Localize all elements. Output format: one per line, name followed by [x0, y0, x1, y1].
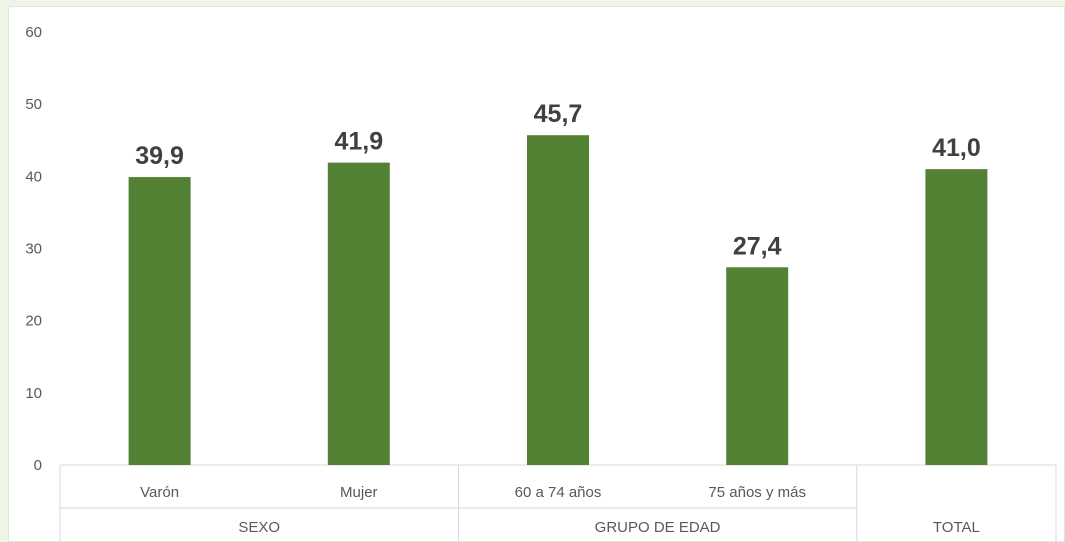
- y-tick-label: 40: [25, 168, 42, 185]
- y-tick-label: 0: [34, 457, 42, 474]
- y-tick-label: 60: [25, 24, 42, 41]
- category-label: 75 años y más: [708, 484, 806, 501]
- category-label: Mujer: [340, 484, 378, 501]
- y-tick-label: 20: [25, 313, 42, 330]
- bar: [128, 177, 191, 465]
- data-label: 39,9: [135, 142, 184, 170]
- group-label: TOTAL: [933, 519, 980, 536]
- data-label: 41,0: [932, 134, 981, 162]
- category-label: Varón: [140, 484, 179, 501]
- y-tick-label: 50: [25, 96, 42, 113]
- y-tick-label: 10: [25, 385, 42, 402]
- group-label: GRUPO DE EDAD: [595, 519, 721, 536]
- data-label: 27,4: [733, 232, 782, 260]
- category-label: 60 a 74 años: [515, 484, 602, 501]
- data-label: 45,7: [534, 100, 583, 128]
- y-tick-label: 30: [25, 241, 42, 258]
- bar: [527, 135, 589, 465]
- data-label: 41,9: [334, 128, 383, 156]
- group-label: SEXO: [238, 519, 280, 536]
- bar: [925, 169, 988, 465]
- bar: [726, 267, 789, 465]
- bar: [327, 162, 390, 465]
